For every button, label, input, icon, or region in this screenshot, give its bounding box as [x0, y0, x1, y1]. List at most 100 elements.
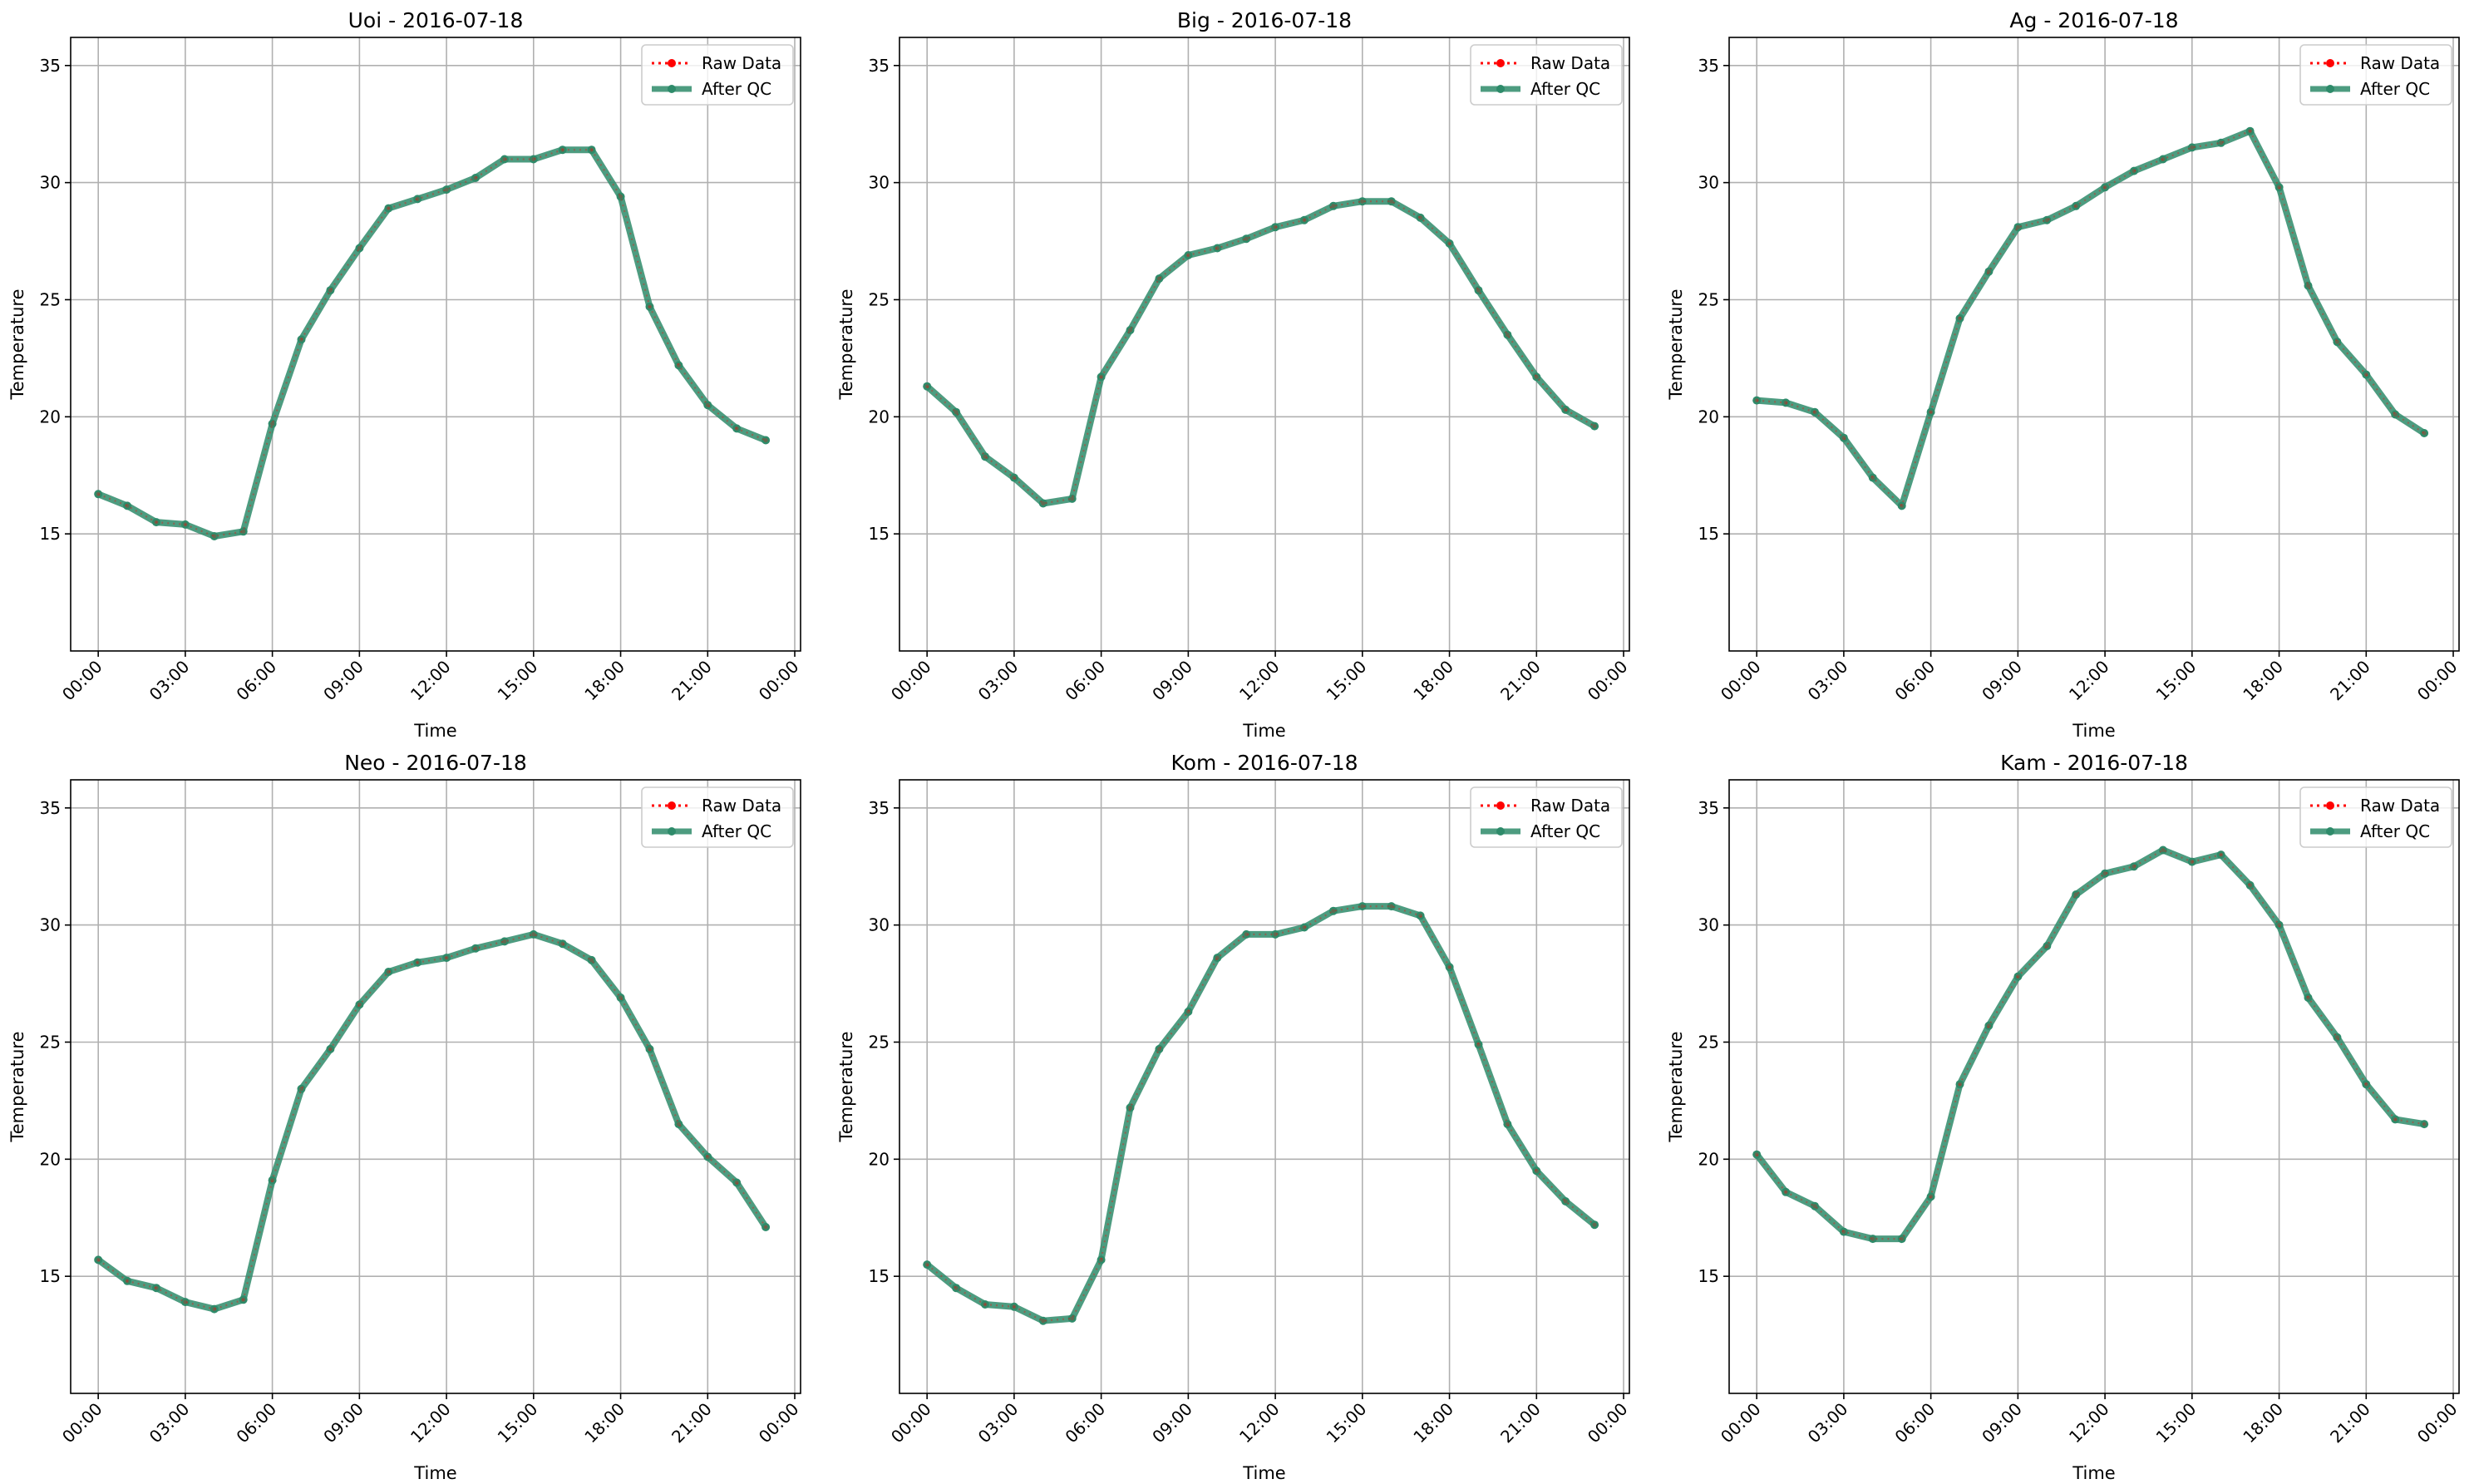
after-qc-point	[2013, 972, 2023, 981]
x-tick-label: 03:00	[1804, 1399, 1852, 1447]
x-tick-label: 03:00	[145, 657, 194, 705]
x-axis-label: Time	[413, 721, 456, 741]
x-tick-label: 06:00	[1890, 1399, 1939, 1447]
after-qc-point	[1752, 396, 1762, 405]
raw-data-point	[1841, 436, 1846, 441]
x-tick-label: 12:00	[407, 1399, 455, 1447]
x-tick-label: 00:00	[58, 657, 106, 705]
raw-data-point	[2161, 157, 2166, 161]
raw-data-point	[1592, 1222, 1597, 1227]
after-qc-point	[2420, 429, 2429, 437]
x-tick-label: 00:00	[755, 1399, 803, 1447]
raw-data-point	[386, 969, 391, 974]
after-qc-point	[2101, 869, 2110, 878]
after-qc-point	[981, 1300, 989, 1309]
subplot-0: 15 20 25 30 35 00:00 03:00 06:00 09:00 12:00 15:00…	[7, 8, 803, 741]
y-axis-label: Temperature	[836, 1031, 856, 1142]
x-tick-label: 00:00	[1717, 657, 1765, 705]
after-qc-point	[529, 929, 538, 939]
plot-frame	[1728, 779, 2460, 1394]
raw-data-point	[648, 304, 652, 309]
after-qc-point	[1009, 1302, 1018, 1311]
x-tick-label: 18:00	[2239, 1399, 2287, 1447]
raw-data-point	[357, 246, 362, 250]
after-qc-point	[1926, 1192, 1935, 1201]
after-qc-point	[761, 1223, 771, 1231]
after-qc-point	[2333, 338, 2342, 347]
raw-data-point	[1041, 501, 1046, 505]
after-qc-point	[1445, 963, 1454, 972]
legend-raw-marker	[1496, 801, 1505, 810]
after-qc-point	[355, 244, 364, 253]
raw-data-point	[1389, 904, 1394, 909]
legend-qc-marker	[1496, 85, 1505, 93]
plot-frame	[899, 37, 1630, 652]
after-qc-point	[587, 955, 596, 964]
x-tick-label: 21:00	[668, 657, 716, 705]
raw-data-point	[328, 1047, 333, 1052]
raw-data-point	[1128, 1105, 1132, 1110]
x-tick-label: 12:00	[1235, 1399, 1284, 1447]
after-qc-point	[2420, 1120, 2429, 1129]
raw-data-point	[2277, 185, 2282, 190]
after-qc-point	[1752, 1150, 1762, 1159]
after-qc-point	[1038, 499, 1047, 508]
raw-data-point	[386, 206, 391, 211]
x-tick-label: 09:00	[1978, 657, 2026, 705]
raw-data-point	[2015, 224, 2020, 229]
x-axis-label: Time	[2072, 1463, 2115, 1481]
raw-data-point	[954, 410, 959, 415]
raw-data-point	[531, 932, 536, 937]
raw-data-point	[1870, 476, 1875, 481]
x-tick-label: 15:00	[494, 657, 542, 705]
raw-data-point	[154, 1285, 159, 1290]
after-qc-point	[1387, 197, 1396, 206]
raw-data-point	[1447, 964, 1452, 969]
series-after-qc-line	[924, 903, 1599, 1324]
raw-data-point	[1185, 1009, 1190, 1014]
raw-data-point	[2015, 974, 2020, 979]
after-qc-point	[1067, 494, 1077, 503]
after-qc-point	[1561, 1197, 1570, 1205]
series-raw-data-line	[926, 200, 1595, 505]
raw-data-point	[1534, 374, 1539, 379]
after-qc-point	[1839, 433, 1848, 442]
raw-data-point	[1958, 316, 1962, 321]
x-tick-label: 15:00	[494, 1399, 542, 1447]
x-tick-label: 00:00	[1584, 1399, 1632, 1447]
raw-data-point	[415, 196, 420, 201]
y-tick-label: 15	[40, 524, 61, 544]
after-qc-point	[2216, 850, 2225, 860]
x-axis-label: Time	[413, 1463, 456, 1481]
raw-data-point	[357, 1002, 362, 1007]
after-qc-point	[209, 532, 219, 540]
raw-data-point	[1215, 246, 1220, 250]
after-qc-point	[2391, 1115, 2400, 1124]
after-qc-point	[761, 436, 771, 445]
legend: Raw Data After QC	[2299, 786, 2452, 848]
after-qc-point	[2245, 126, 2255, 136]
raw-data-point	[2363, 1082, 2368, 1087]
y-tick-label: 30	[40, 173, 61, 193]
after-qc-point	[1242, 234, 1251, 244]
x-tick-label: 06:00	[232, 657, 280, 705]
after-qc-point	[981, 452, 989, 461]
series-after-qc-line	[1753, 127, 2428, 510]
plot-frame	[70, 779, 801, 1394]
after-qc-point	[1155, 1044, 1164, 1053]
x-tick-label: 21:00	[2326, 657, 2374, 705]
raw-data-point	[763, 438, 768, 442]
y-tick-label: 35	[1698, 798, 1719, 818]
y-tick-label: 20	[1698, 1149, 1719, 1169]
x-tick-label: 06:00	[1061, 657, 1109, 705]
raw-data-point	[96, 1257, 101, 1262]
legend: Raw Data After QC	[641, 44, 794, 106]
plot-area	[71, 780, 801, 1393]
raw-data-point	[2073, 204, 2078, 209]
legend: Raw Data After QC	[1470, 786, 1623, 848]
after-qc-point	[1126, 1103, 1135, 1112]
after-qc-point	[1561, 405, 1570, 414]
y-axis-label: Temperature	[7, 288, 27, 400]
raw-data-point	[415, 960, 420, 965]
raw-data-point	[734, 426, 739, 431]
